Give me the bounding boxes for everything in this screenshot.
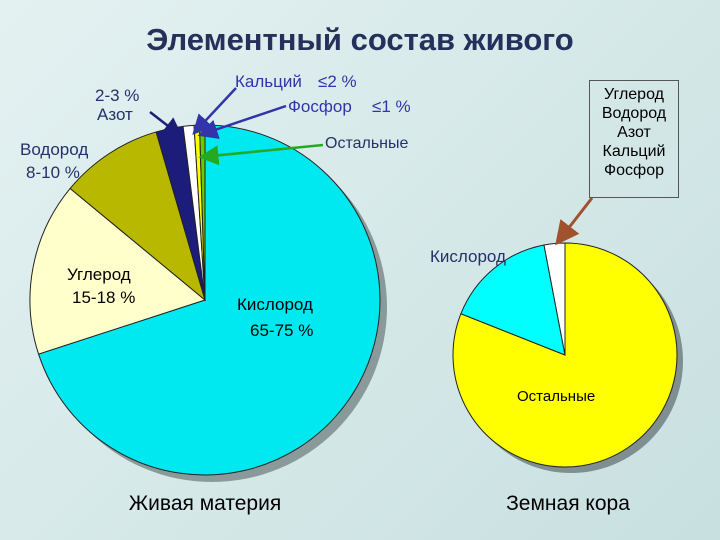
slice-label: Остальные xyxy=(325,135,409,152)
slice-label: Углерод xyxy=(67,265,131,284)
arrow xyxy=(555,197,594,246)
slice-label: Фосфор xyxy=(288,97,352,116)
arrow xyxy=(149,111,183,138)
slice-label: Азот xyxy=(97,105,133,124)
slice-label: ≤2 % xyxy=(318,72,357,91)
pie-slice xyxy=(37,124,381,476)
pie-slice xyxy=(69,131,206,302)
arrow xyxy=(198,143,324,166)
slice-label: Кислород xyxy=(430,247,506,266)
slice-label: Остальные xyxy=(517,388,596,405)
slice-label: Кислород xyxy=(237,295,313,314)
slide-title: Элементный состав живого xyxy=(146,22,574,57)
pie-slice xyxy=(29,187,207,355)
chart-title: Живая материя xyxy=(128,492,282,515)
slice-label: Водород xyxy=(20,140,89,159)
chart-title: Земная кора xyxy=(506,492,630,515)
slice-label: 15-18 % xyxy=(72,288,136,307)
callout-box: Углерод Водород Азот Кальций Фосфор xyxy=(589,80,679,198)
slice-label: 65-75 % xyxy=(250,321,314,340)
slice-label: ≤1 % xyxy=(372,97,411,116)
slice-label: 8-10 % xyxy=(26,163,80,182)
slice-label: 2-3 % xyxy=(95,86,140,105)
pie-slice xyxy=(460,244,566,356)
arrow xyxy=(197,104,287,139)
slice-label: Кальций xyxy=(235,72,302,91)
